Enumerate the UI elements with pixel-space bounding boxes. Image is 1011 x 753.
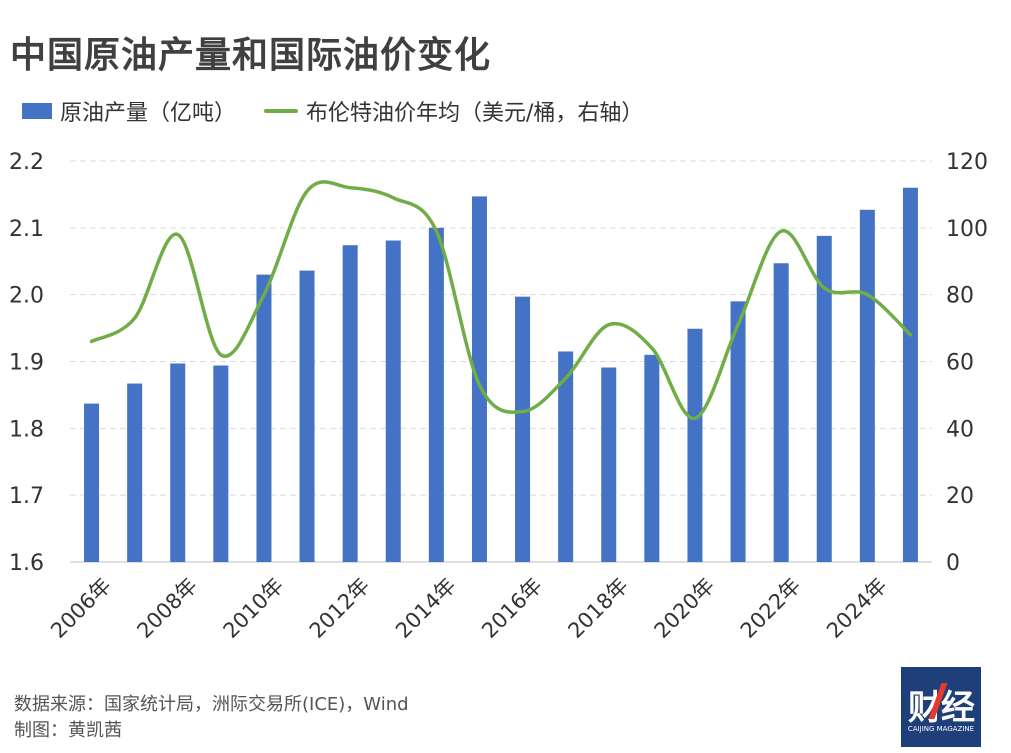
right-axis-tick-label: 60 xyxy=(946,351,974,376)
left-axis-tick-label: 2.2 xyxy=(9,150,44,175)
production-bar xyxy=(773,263,789,562)
left-axis-tick-label: 2.1 xyxy=(9,217,44,242)
production-bar xyxy=(902,187,918,562)
legend-item-production: 原油产量（亿吨） xyxy=(22,95,236,127)
x-axis-tick-label: 2014年 xyxy=(391,573,461,643)
right-axis-tick-label: 100 xyxy=(946,217,988,242)
right-axis-tick-label: 40 xyxy=(946,417,974,442)
legend-bar-swatch xyxy=(22,103,52,119)
x-axis-tick-label: 2024年 xyxy=(822,573,892,643)
production-bar xyxy=(601,367,617,562)
production-bar xyxy=(213,365,229,562)
source-note: 数据来源：国家统计局，洲际交易所(ICE)，Wind xyxy=(14,694,409,715)
production-bar xyxy=(428,227,444,563)
chart-footer: 数据来源：国家统计局，洲际交易所(ICE)，Wind 制图：黄凯茜 xyxy=(14,692,409,744)
production-bars xyxy=(84,187,918,563)
x-axis-labels: 2006年 2008年 2010年 2012年 2014年 2016年 2018年 2020年… xyxy=(46,573,891,643)
legend-item-brent: 布伦特油价年均（美元/桶，右轴） xyxy=(264,95,643,127)
right-axis-tick-label: 0 xyxy=(946,551,960,576)
chart-title: 中国原油产量和国际油价变化 xyxy=(10,35,492,76)
left-axis-tick-label: 1.8 xyxy=(9,417,44,442)
author-note: 制图：黄凯茜 xyxy=(14,720,122,741)
left-axis-tick-label: 1.7 xyxy=(9,484,44,509)
x-axis-tick-label: 2020年 xyxy=(650,573,720,643)
x-axis-tick-label: 2010年 xyxy=(219,573,289,643)
right-axis-labels: 0 20 40 60 80 100 120 xyxy=(946,150,988,576)
brent-price-series-line xyxy=(89,180,913,421)
production-bar xyxy=(471,196,487,562)
x-axis-tick-label: 2006年 xyxy=(46,573,116,643)
right-axis-tick-label: 20 xyxy=(946,484,974,509)
production-bar xyxy=(342,245,358,562)
brent-price-line xyxy=(89,180,913,421)
right-axis-tick-label: 120 xyxy=(946,150,988,175)
logo-subtext: CAIJING MAGAZINE xyxy=(907,725,975,733)
production-bar xyxy=(299,270,315,562)
production-bar xyxy=(859,209,875,562)
production-bar xyxy=(730,301,746,562)
grid-lines xyxy=(70,160,932,563)
production-bar xyxy=(84,403,100,562)
chart-legend: 原油产量（亿吨） 布伦特油价年均（美元/桶，右轴） xyxy=(22,94,671,128)
legend-line-swatch xyxy=(264,109,299,113)
production-bar xyxy=(170,363,186,562)
x-axis-tick-label: 2018年 xyxy=(563,573,633,643)
x-axis-tick-label: 2022年 xyxy=(736,573,806,643)
production-bar xyxy=(256,274,272,562)
caijing-logo: 财经 CAIJING MAGAZINE xyxy=(901,667,981,747)
left-axis-tick-label: 1.9 xyxy=(9,351,44,376)
production-bar xyxy=(127,383,143,562)
right-axis-tick-label: 80 xyxy=(946,284,974,309)
left-axis-tick-label: 1.6 xyxy=(9,551,44,576)
production-bar xyxy=(644,354,660,562)
production-bar xyxy=(558,351,574,562)
left-axis-labels: 1.6 1.7 1.8 1.9 2.0 2.1 2.2 xyxy=(9,150,44,576)
production-bar xyxy=(515,296,531,562)
production-bar xyxy=(385,240,401,562)
x-axis-tick-label: 2016年 xyxy=(477,573,547,643)
legend-label-production: 原油产量（亿吨） xyxy=(60,101,237,126)
left-axis-tick-label: 2.0 xyxy=(9,284,44,309)
x-axis-tick-label: 2008年 xyxy=(132,573,202,643)
legend-label-brent: 布伦特油价年均（美元/桶，右轴） xyxy=(306,101,644,126)
production-bar xyxy=(687,328,703,562)
production-bar xyxy=(816,235,832,562)
x-axis-tick-label: 2012年 xyxy=(305,573,375,643)
